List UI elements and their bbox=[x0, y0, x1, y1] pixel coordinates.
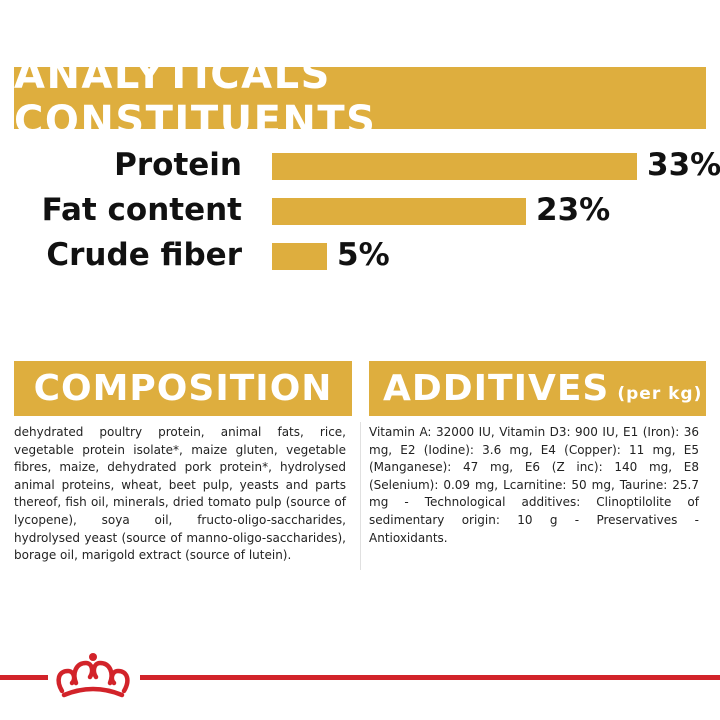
additives-banner: ADDITIVES (per kg) bbox=[369, 361, 706, 416]
column-divider bbox=[360, 422, 361, 570]
composition-title: COMPOSITION bbox=[33, 368, 333, 409]
additives-text: Vitamin A: 32000 IU, Vitamin D3: 900 IU,… bbox=[369, 425, 699, 545]
analytical-constituents-title: ANALYTICALS CONSTITUENTS bbox=[14, 52, 377, 144]
additives-subtitle: (per kg) bbox=[617, 383, 703, 404]
protein-label: Protein bbox=[114, 147, 242, 183]
additives-title: ADDITIVES bbox=[383, 368, 610, 409]
crown-icon bbox=[56, 653, 130, 698]
fat-content-bar bbox=[272, 198, 526, 225]
composition-banner: COMPOSITION bbox=[14, 361, 352, 416]
crude-fiber-value: 5% bbox=[337, 237, 390, 273]
protein-bar bbox=[272, 153, 637, 180]
footer-line bbox=[140, 675, 720, 680]
crude-fiber-bar bbox=[272, 243, 327, 270]
protein-value: 33% bbox=[647, 147, 720, 183]
constituents-chart: Protein 33% Fat content 23% Crude fiber … bbox=[0, 140, 720, 280]
footer-line-left bbox=[0, 675, 48, 680]
analytical-constituents-banner: ANALYTICALS CONSTITUENTS bbox=[14, 52, 706, 144]
fat-content-value: 23% bbox=[536, 192, 611, 228]
fat-content-label: Fat content bbox=[41, 192, 242, 228]
crude-fiber-label: Crude fiber bbox=[46, 237, 242, 273]
composition-text: dehydrated poultry protein, animal fats,… bbox=[14, 425, 346, 563]
